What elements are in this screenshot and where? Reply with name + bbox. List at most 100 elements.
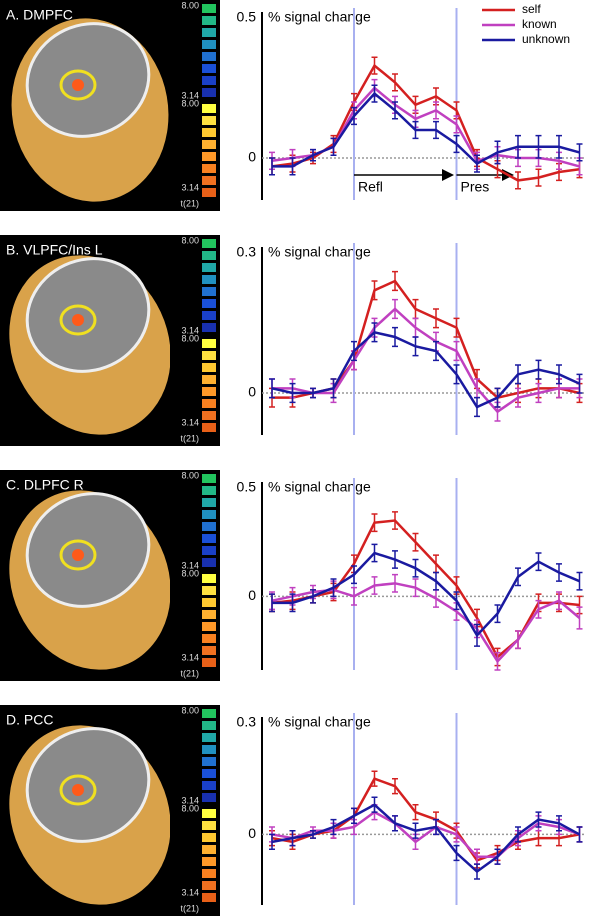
activation-blob <box>72 784 84 796</box>
colorbar-cell <box>202 4 216 13</box>
colorbar-label: t(21) <box>180 198 199 208</box>
colorbar-cell <box>202 658 216 667</box>
colorbar-cell <box>202 781 216 790</box>
colorbar-cell <box>202 745 216 754</box>
colorbar-label: 8.00 <box>181 0 199 10</box>
colorbar-cell <box>202 16 216 25</box>
colorbar-cell <box>202 411 216 420</box>
colorbar-cell <box>202 586 216 595</box>
colorbar-cell <box>202 287 216 296</box>
y-axis-label: % signal change <box>268 9 371 25</box>
colorbar-cell <box>202 239 216 248</box>
colorbar-cell <box>202 793 216 802</box>
colorbar-cell <box>202 116 216 125</box>
colorbar-label: 8.00 <box>181 235 199 245</box>
colorbar-label: 8.00 <box>181 568 199 578</box>
legend-label: unknown <box>522 32 570 46</box>
colorbar-cell <box>202 152 216 161</box>
colorbar-cell <box>202 646 216 655</box>
colorbar-cell <box>202 339 216 348</box>
legend-label: self <box>522 2 541 16</box>
colorbar-label: 8.00 <box>181 333 199 343</box>
colorbar-cell <box>202 857 216 866</box>
colorbar-cell <box>202 263 216 272</box>
colorbar-label: 8.00 <box>181 98 199 108</box>
panel-title: A. DMPFC <box>6 7 73 23</box>
colorbar-label: t(21) <box>180 668 199 678</box>
colorbar-cell <box>202 869 216 878</box>
panel-title: C. DLPFC R <box>6 477 84 493</box>
colorbar-label: 3.14 <box>181 887 199 897</box>
colorbar-cell <box>202 399 216 408</box>
activation-blob <box>72 549 84 561</box>
colorbar-cell <box>202 558 216 567</box>
colorbar-label: t(21) <box>180 903 199 913</box>
series-line <box>272 279 580 400</box>
y-tick-label: 0.3 <box>237 244 257 260</box>
colorbar-cell <box>202 893 216 902</box>
colorbar-cell <box>202 387 216 396</box>
colorbar-cell <box>202 833 216 842</box>
colorbar-cell <box>202 363 216 372</box>
roi-circle <box>59 774 97 806</box>
colorbar-cell <box>202 28 216 37</box>
y-tick-label: 0.3 <box>237 714 257 730</box>
brain-slice <box>25 257 151 373</box>
colorbar-label: 8.00 <box>181 705 199 715</box>
brain-slice <box>25 22 151 138</box>
series-line <box>272 307 580 414</box>
colorbar-label: 8.00 <box>181 803 199 813</box>
roi-circle <box>59 539 97 571</box>
colorbar-cell <box>202 323 216 332</box>
colorbar-label: 3.14 <box>181 182 199 192</box>
colorbar-cell <box>202 311 216 320</box>
roi-circle <box>59 304 97 336</box>
y-tick-label: 0 <box>248 825 256 841</box>
y-tick-label: 0.5 <box>237 9 257 25</box>
brain-slice <box>25 727 151 843</box>
series-line <box>272 91 580 168</box>
colorbar-label: 3.14 <box>181 417 199 427</box>
colorbar-cell <box>202 721 216 730</box>
colorbar-label: 3.14 <box>181 560 199 570</box>
series-line <box>271 777 580 862</box>
activation-blob <box>72 314 84 326</box>
series-line <box>271 803 581 874</box>
colorbar-cell <box>202 534 216 543</box>
y-tick-label: 0.5 <box>237 479 257 495</box>
colorbar-label: t(21) <box>180 433 199 443</box>
colorbar-cell <box>202 76 216 85</box>
colorbar-label: 8.00 <box>181 470 199 480</box>
colorbar-cell <box>202 140 216 149</box>
colorbar-cell <box>202 634 216 643</box>
series-line <box>271 330 581 409</box>
colorbar-cell <box>202 769 216 778</box>
legend-label: known <box>522 17 557 31</box>
colorbar-cell <box>202 375 216 384</box>
colorbar-cell <box>202 64 216 73</box>
colorbar-cell <box>202 809 216 818</box>
colorbar-cell <box>202 733 216 742</box>
colorbar-cell <box>202 845 216 854</box>
colorbar-cell <box>202 164 216 173</box>
colorbar-cell <box>202 52 216 61</box>
annotation: Pres <box>461 179 490 195</box>
colorbar-cell <box>202 128 216 137</box>
y-tick-label: 0 <box>248 149 256 165</box>
annotation: Refl <box>358 179 383 195</box>
y-tick-label: 0 <box>248 384 256 400</box>
activation-blob <box>72 79 84 91</box>
series-line <box>272 551 580 638</box>
colorbar-cell <box>202 574 216 583</box>
colorbar-cell <box>202 299 216 308</box>
colorbar-cell <box>202 510 216 519</box>
panel-title: D. PCC <box>6 712 53 728</box>
colorbar-cell <box>202 598 216 607</box>
colorbar-label: 3.14 <box>181 90 199 100</box>
y-axis-label: % signal change <box>268 479 371 495</box>
y-tick-label: 0 <box>248 587 256 603</box>
colorbar-label: 3.14 <box>181 795 199 805</box>
colorbar-label: 3.14 <box>181 325 199 335</box>
colorbar-cell <box>202 251 216 260</box>
